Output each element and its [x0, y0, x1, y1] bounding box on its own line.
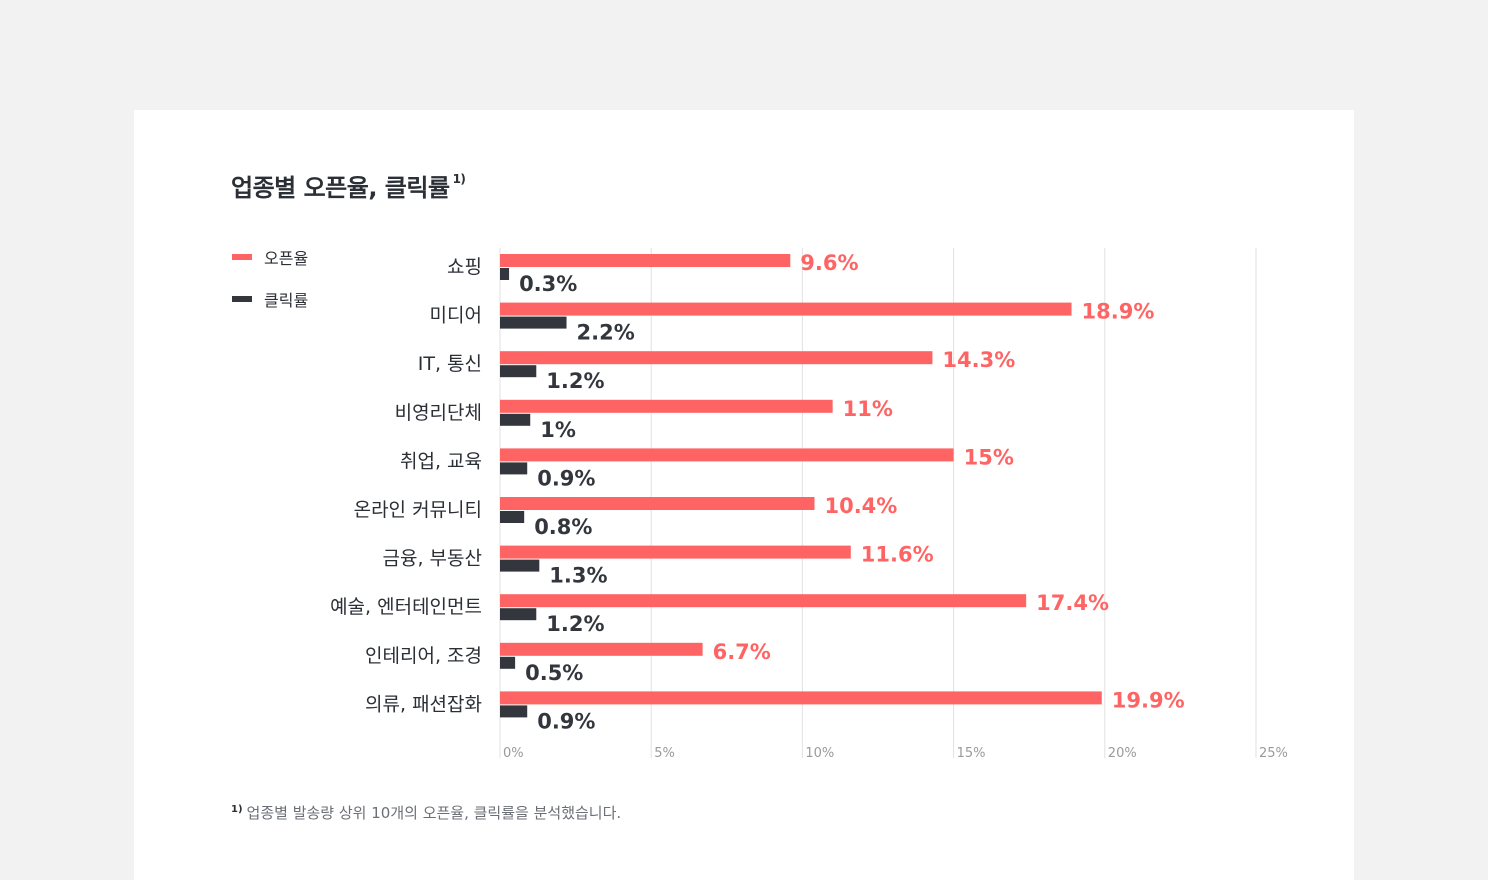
data-label-click-rate: 1.3% [549, 564, 607, 588]
bar-open-rate [500, 399, 833, 413]
legend-swatch-click-rate [232, 296, 252, 302]
footnote-text: 업종별 발송량 상위 10개의 오픈율, 클릭률을 분석했습니다. [246, 804, 622, 822]
category-label: 온라인 커뮤니티 [354, 499, 482, 521]
bar-open-rate [500, 302, 1072, 316]
legend-label-open-rate: 오픈율 [264, 249, 309, 268]
bar-open-rate [500, 497, 815, 510]
x-tick-label: 0% [503, 746, 524, 761]
data-label-click-rate: 2.2% [577, 321, 635, 345]
data-label-open-rate: 18.9% [1082, 300, 1155, 324]
footnote: 1) 업종별 발송량 상위 10개의 오픈율, 클릭률을 분석했습니다. [231, 802, 621, 823]
chart-card: 업종별 오픈율, 클릭률 1) 오픈율 클릭률 0% 5% 10% 15% 20% 25% 쇼… [134, 110, 1354, 880]
data-label-click-rate: 0.9% [537, 466, 595, 490]
bar-click-rate [500, 656, 516, 669]
bar-click-rate [500, 511, 525, 523]
bar-open-rate [500, 448, 954, 462]
legend-label-click-rate: 클릭률 [264, 291, 309, 310]
data-label-click-rate: 1.2% [546, 612, 604, 636]
bar-open-rate [500, 254, 791, 267]
bar-open-rate [500, 642, 703, 656]
title-footnote-marker: 1) [452, 172, 466, 186]
bar-click-rate [500, 462, 528, 475]
bar-click-rate [500, 365, 537, 378]
bar-click-rate [500, 608, 537, 621]
bar-open-rate [500, 594, 1027, 608]
data-label-open-rate: 17.4% [1036, 591, 1109, 615]
category-label: 미디어 [430, 305, 482, 327]
chart-title-text: 업종별 오픈율, 클릭률 [231, 174, 450, 202]
bar-click-rate [500, 316, 567, 329]
x-tick-label: 20% [1108, 746, 1137, 761]
x-tick-label: 10% [805, 746, 834, 761]
data-label-click-rate: 0.9% [537, 709, 595, 733]
chart-title: 업종별 오픈율, 클릭률 1) [231, 168, 466, 203]
data-label-click-rate: 1% [540, 418, 576, 442]
data-label-open-rate: 11% [843, 397, 893, 421]
x-tick-label: 25% [1259, 746, 1288, 761]
category-label: 인테리어, 조경 [365, 645, 482, 667]
data-label-open-rate: 15% [964, 445, 1014, 469]
data-label-open-rate: 19.9% [1112, 688, 1185, 712]
category-label: IT, 통신 [418, 353, 482, 375]
category-label: 의류, 패션잡화 [365, 693, 482, 715]
data-label-click-rate: 0.8% [534, 515, 592, 539]
category-label: 비영리단체 [395, 402, 482, 424]
bar-click-rate [500, 559, 540, 572]
data-label-click-rate: 1.2% [546, 369, 604, 393]
x-tick-label: 15% [957, 746, 986, 761]
data-label-open-rate: 9.6% [800, 251, 858, 275]
category-label: 취업, 교육 [400, 450, 482, 472]
bar-open-rate [500, 691, 1102, 705]
legend-item-click-rate: 클릭률 [232, 288, 308, 310]
data-label-click-rate: 0.3% [519, 272, 577, 296]
legend-item-open-rate: 오픈율 [232, 246, 308, 268]
bar-chart: 0% 5% 10% 15% 20% 25% 쇼핑 9.6% 0.3% 미디어 18.9% 2.2% IT… [330, 248, 1288, 761]
bar-click-rate [500, 268, 510, 280]
data-label-open-rate: 10.4% [824, 494, 897, 518]
bar-open-rate [500, 351, 933, 365]
category-label: 쇼핑 [447, 256, 482, 278]
data-label-click-rate: 0.5% [525, 661, 583, 685]
data-label-open-rate: 11.6% [861, 543, 934, 567]
data-label-open-rate: 14.3% [942, 348, 1015, 372]
bar-open-rate [500, 545, 851, 559]
category-label: 예술, 엔터테인먼트 [330, 596, 482, 618]
category-label: 금융, 부동산 [383, 548, 482, 570]
x-tick-label: 5% [654, 746, 675, 761]
bar-click-rate [500, 413, 531, 426]
footnote-marker: 1) [231, 804, 243, 815]
data-label-open-rate: 6.7% [713, 640, 771, 664]
legend-swatch-open-rate [232, 254, 252, 260]
bar-click-rate [500, 705, 528, 718]
chart-legend: 오픈율 클릭률 [232, 246, 308, 330]
